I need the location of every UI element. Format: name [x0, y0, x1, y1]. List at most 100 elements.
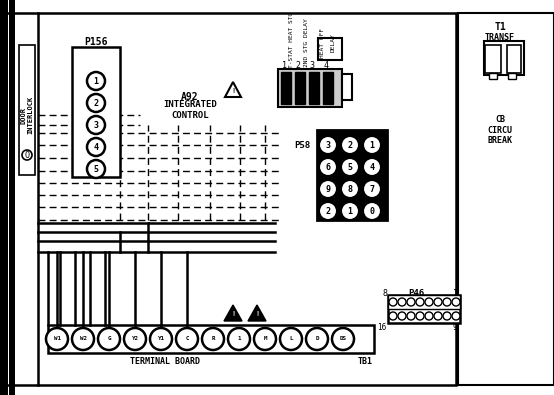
Bar: [342, 74, 352, 100]
Text: 1: 1: [370, 141, 375, 149]
Bar: [9, 0, 15, 395]
Bar: [484, 41, 524, 75]
Bar: [281, 72, 291, 104]
Circle shape: [434, 312, 442, 320]
Circle shape: [46, 328, 68, 350]
Circle shape: [306, 328, 328, 350]
Circle shape: [72, 328, 94, 350]
Text: P58: P58: [294, 141, 310, 149]
Text: 9: 9: [453, 322, 457, 331]
Circle shape: [452, 298, 460, 306]
Circle shape: [416, 312, 424, 320]
Text: 1: 1: [237, 337, 241, 342]
Text: DOOR
INTERLOCK: DOOR INTERLOCK: [20, 96, 33, 134]
Circle shape: [452, 312, 460, 320]
Circle shape: [389, 312, 397, 320]
Text: DS: DS: [340, 337, 346, 342]
Text: 9: 9: [326, 184, 331, 194]
Text: INTEGRATED
CONTROL: INTEGRATED CONTROL: [163, 100, 217, 120]
Circle shape: [98, 328, 120, 350]
Polygon shape: [224, 305, 242, 321]
Polygon shape: [225, 82, 241, 97]
Circle shape: [228, 328, 250, 350]
Text: !: !: [231, 88, 235, 94]
Circle shape: [202, 328, 224, 350]
Circle shape: [22, 150, 32, 160]
Bar: [278, 69, 342, 107]
Circle shape: [425, 298, 433, 306]
Text: A92: A92: [181, 92, 199, 102]
Text: !: !: [231, 311, 235, 317]
Text: 4: 4: [324, 60, 329, 70]
Bar: [309, 72, 319, 104]
Circle shape: [407, 312, 415, 320]
Bar: [485, 45, 501, 73]
Text: 1: 1: [94, 77, 99, 85]
Bar: [295, 72, 305, 104]
Bar: [388, 295, 460, 309]
Text: 5: 5: [347, 162, 352, 171]
Circle shape: [416, 298, 424, 306]
Text: 4: 4: [370, 162, 375, 171]
Text: 1: 1: [281, 60, 286, 70]
Text: W1: W1: [54, 337, 60, 342]
Text: D: D: [315, 337, 319, 342]
Circle shape: [254, 328, 276, 350]
Circle shape: [87, 138, 105, 156]
Text: CB
CIRCU
BREAK: CB CIRCU BREAK: [488, 115, 512, 145]
Text: 1: 1: [453, 288, 458, 297]
Bar: [317, 130, 387, 220]
Text: !: !: [255, 311, 259, 317]
Text: 8: 8: [382, 288, 387, 297]
Text: T1: T1: [494, 22, 506, 32]
Circle shape: [150, 328, 172, 350]
Text: T-STAT HEAT STG: T-STAT HEAT STG: [289, 12, 294, 68]
Text: 16: 16: [377, 322, 387, 331]
Bar: [323, 72, 333, 104]
Text: TRANSF: TRANSF: [485, 32, 515, 41]
Circle shape: [443, 298, 451, 306]
Circle shape: [319, 180, 337, 198]
Circle shape: [87, 160, 105, 178]
Circle shape: [363, 158, 381, 176]
Text: 5: 5: [94, 164, 99, 173]
Text: 1: 1: [347, 207, 352, 216]
Circle shape: [363, 136, 381, 154]
Circle shape: [425, 312, 433, 320]
Bar: [388, 295, 460, 323]
Text: 2: 2: [94, 98, 99, 107]
Text: P156: P156: [84, 37, 107, 47]
Text: M: M: [263, 337, 266, 342]
Bar: [38, 13, 456, 385]
Text: 2: 2: [347, 141, 352, 149]
Text: HEAT OFF: HEAT OFF: [320, 28, 325, 58]
Circle shape: [434, 298, 442, 306]
Text: Y2: Y2: [131, 337, 138, 342]
Text: R: R: [211, 337, 215, 342]
Circle shape: [319, 158, 337, 176]
Text: 7: 7: [370, 184, 375, 194]
Text: TERMINAL BOARD: TERMINAL BOARD: [130, 357, 200, 367]
Text: P46: P46: [408, 288, 424, 297]
Circle shape: [176, 328, 198, 350]
Polygon shape: [248, 305, 266, 321]
Text: 2: 2: [326, 207, 331, 216]
Circle shape: [398, 312, 406, 320]
Text: DELAY: DELAY: [331, 34, 336, 53]
Text: 8: 8: [347, 184, 352, 194]
Bar: [0, 0, 8, 395]
Circle shape: [398, 298, 406, 306]
Text: 4: 4: [94, 143, 99, 152]
Circle shape: [363, 180, 381, 198]
Bar: [508, 73, 516, 79]
Text: 2ND STG DELAY: 2ND STG DELAY: [304, 19, 309, 68]
Text: 2: 2: [295, 60, 300, 70]
Text: G: G: [107, 337, 111, 342]
Circle shape: [341, 202, 359, 220]
Circle shape: [87, 116, 105, 134]
Circle shape: [87, 94, 105, 112]
Circle shape: [407, 298, 415, 306]
Bar: [19, 45, 35, 175]
Text: W2: W2: [80, 337, 86, 342]
Bar: [48, 325, 374, 353]
